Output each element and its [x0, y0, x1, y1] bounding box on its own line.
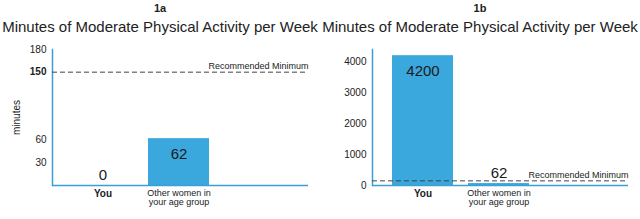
svg-text:Other women inyour age group: Other women inyour age group	[467, 188, 531, 207]
svg-text:2000: 2000	[344, 118, 367, 129]
svg-text:Recommended Minimum: Recommended Minimum	[208, 61, 308, 71]
svg-text:62: 62	[171, 145, 188, 162]
svg-text:3000: 3000	[344, 87, 367, 98]
svg-text:30: 30	[35, 157, 47, 168]
svg-text:1000: 1000	[344, 149, 367, 160]
svg-text:Other women inyour age group: Other women inyour age group	[147, 188, 211, 207]
svg-text:60: 60	[35, 134, 47, 145]
html-text:1b: 1b	[473, 2, 487, 14]
html-text:Minutes of Moderate Physical A: Minutes of Moderate Physical Activity pe…	[2, 18, 318, 35]
svg-text:4000: 4000	[344, 56, 367, 67]
html-text:Minutes of Moderate Physical A: Minutes of Moderate Physical Activity pe…	[322, 18, 638, 35]
svg-text:4200: 4200	[406, 62, 439, 79]
svg-text:0: 0	[99, 166, 107, 183]
svg-text:62: 62	[491, 164, 508, 181]
html-text:1a: 1a	[153, 2, 167, 14]
svg-text:You: You	[94, 188, 112, 199]
svg-text:You: You	[414, 188, 432, 199]
svg-text:150: 150	[30, 66, 47, 77]
svg-text:Recommended Minimum: Recommended Minimum	[528, 170, 628, 180]
svg-text:minutes: minutes	[11, 100, 22, 135]
svg-text:180: 180	[30, 44, 47, 55]
svg-text:0: 0	[361, 180, 367, 191]
